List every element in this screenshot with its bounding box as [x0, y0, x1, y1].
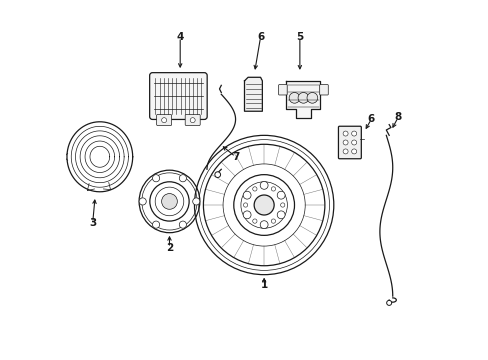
Circle shape: [214, 172, 220, 177]
Text: 3: 3: [89, 218, 96, 228]
Circle shape: [152, 175, 160, 182]
Circle shape: [243, 203, 247, 207]
Polygon shape: [244, 77, 262, 111]
Text: 7: 7: [231, 152, 239, 162]
Circle shape: [179, 221, 186, 228]
Circle shape: [351, 149, 356, 154]
Circle shape: [243, 191, 250, 199]
Polygon shape: [286, 81, 320, 118]
Text: 4: 4: [176, 32, 183, 42]
Text: 8: 8: [394, 112, 401, 122]
Circle shape: [162, 118, 166, 123]
Circle shape: [277, 191, 285, 199]
Text: 1: 1: [260, 280, 267, 291]
Circle shape: [351, 140, 356, 145]
FancyBboxPatch shape: [156, 114, 171, 126]
Circle shape: [190, 118, 195, 123]
Text: 6: 6: [256, 32, 264, 42]
Circle shape: [271, 187, 275, 191]
Circle shape: [351, 131, 356, 136]
Circle shape: [271, 219, 275, 223]
Circle shape: [280, 203, 285, 207]
Circle shape: [162, 194, 177, 209]
Circle shape: [298, 93, 308, 103]
Circle shape: [277, 211, 285, 219]
Text: 6: 6: [367, 114, 374, 124]
Circle shape: [243, 211, 250, 219]
FancyBboxPatch shape: [185, 114, 200, 126]
FancyBboxPatch shape: [278, 85, 286, 95]
Text: 5: 5: [296, 32, 303, 42]
Circle shape: [179, 175, 186, 182]
Circle shape: [192, 198, 200, 205]
FancyBboxPatch shape: [149, 73, 207, 120]
Circle shape: [152, 221, 160, 228]
Circle shape: [254, 195, 274, 215]
Circle shape: [260, 181, 267, 189]
Circle shape: [252, 187, 257, 191]
Circle shape: [252, 219, 257, 223]
Circle shape: [139, 198, 146, 205]
Circle shape: [260, 221, 267, 229]
Circle shape: [343, 131, 347, 136]
Text: 2: 2: [165, 243, 173, 253]
Circle shape: [306, 93, 317, 103]
FancyBboxPatch shape: [338, 126, 361, 159]
Circle shape: [386, 300, 391, 305]
Circle shape: [343, 149, 347, 154]
Circle shape: [343, 140, 347, 145]
FancyBboxPatch shape: [319, 85, 327, 95]
Circle shape: [288, 93, 299, 103]
